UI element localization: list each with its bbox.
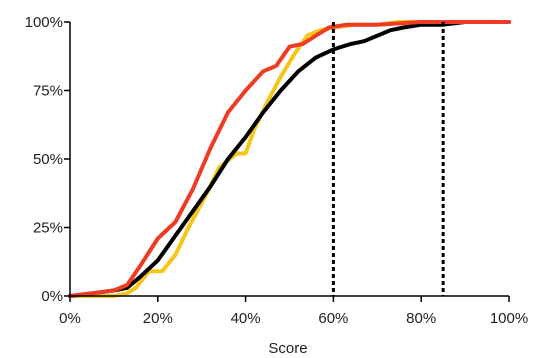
x-axis-ticks: 0% 20% 40% 60% 80% 100%	[59, 296, 528, 327]
y-tick-label: 0%	[41, 288, 63, 305]
plot-lines	[68, 20, 511, 298]
y-axis-ticks: 0% 25% 50% 75% 100%	[25, 14, 70, 305]
series-line-2	[68, 20, 511, 298]
x-tick-label: 60%	[318, 310, 348, 327]
x-tick-label: 100%	[490, 310, 528, 327]
y-tick-label: 100%	[25, 14, 63, 31]
x-tick-label: 80%	[406, 310, 436, 327]
x-tick-label: 0%	[59, 310, 81, 327]
reference-lines	[331, 22, 445, 296]
x-tick-label: 40%	[231, 310, 261, 327]
y-tick-label: 75%	[33, 83, 63, 100]
y-tick-label: 25%	[33, 220, 63, 237]
x-tick-label: 20%	[143, 310, 173, 327]
x-axis-title: Score	[268, 340, 307, 357]
series-line-3	[68, 20, 511, 298]
y-tick-label: 50%	[33, 151, 63, 168]
